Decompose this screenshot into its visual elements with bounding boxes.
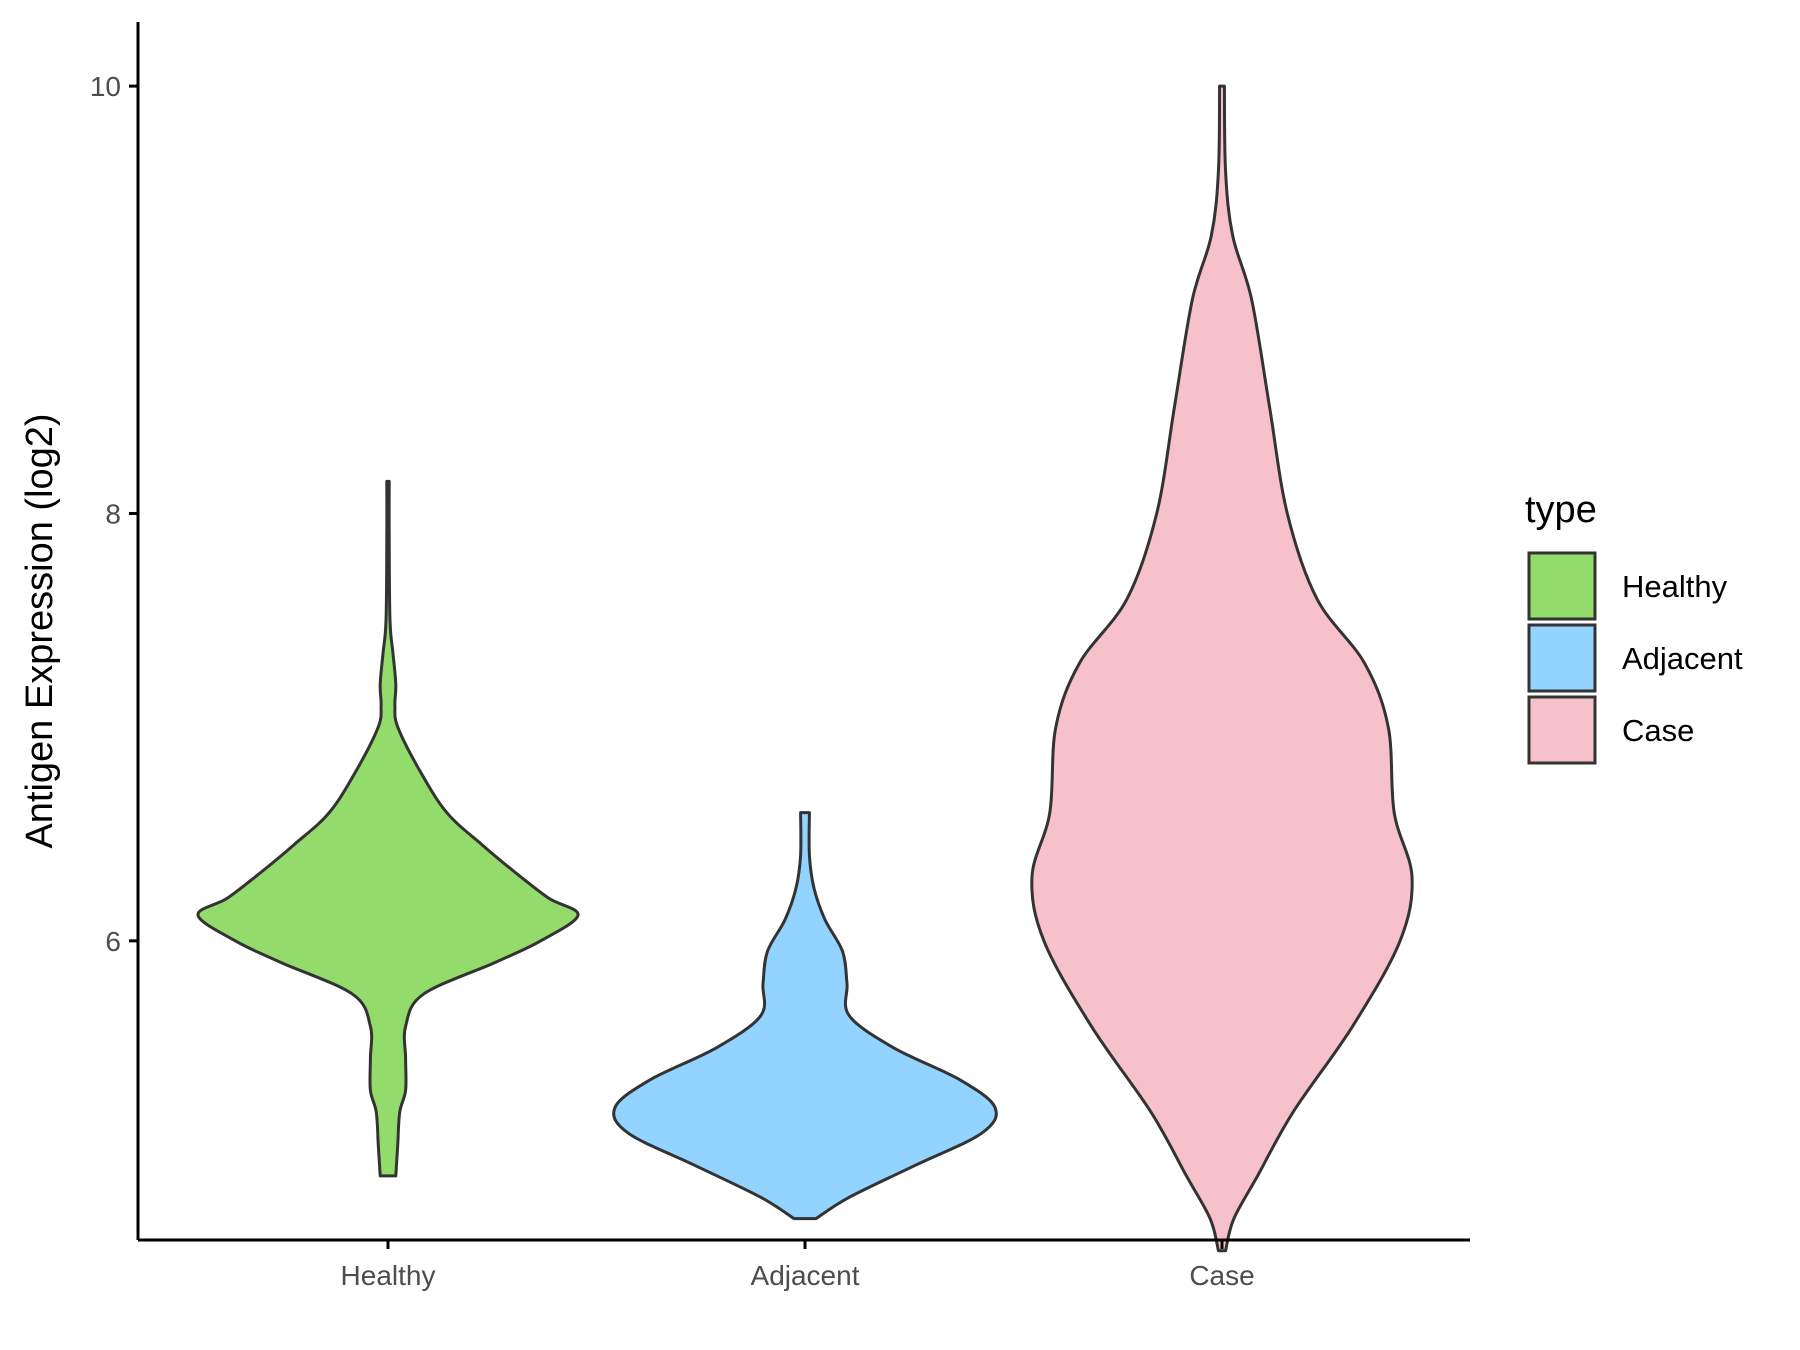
legend: type Healthy Adjacent Case xyxy=(1525,489,1743,765)
legend-title: type xyxy=(1525,489,1597,531)
legend-label-case: Case xyxy=(1622,713,1694,748)
legend-swatch-case xyxy=(1527,695,1597,765)
y-ticks: 6 8 10 xyxy=(90,71,138,957)
x-tick-label: Healthy xyxy=(341,1260,436,1291)
axes: 6 8 10 Healthy Adjacent Case Antigen Express… xyxy=(19,22,1470,1291)
y-tick-label: 6 xyxy=(105,926,121,957)
violin-adjacent xyxy=(612,811,998,1221)
x-ticks: Healthy Adjacent Case xyxy=(341,1240,1255,1291)
violin-case xyxy=(1030,84,1414,1253)
y-axis-title: Antigen Expression (log2) xyxy=(19,413,61,848)
x-tick-label: Case xyxy=(1189,1260,1254,1291)
y-tick-label: 8 xyxy=(105,498,121,529)
legend-swatch-healthy xyxy=(1527,551,1597,621)
y-tick-label: 10 xyxy=(90,71,121,102)
violin-healthy xyxy=(196,479,580,1178)
legend-label-healthy: Healthy xyxy=(1622,569,1728,604)
violin-layer xyxy=(196,84,1414,1253)
legend-items: Healthy Adjacent Case xyxy=(1527,551,1743,765)
legend-swatch-adjacent xyxy=(1527,623,1597,693)
x-tick-label: Adjacent xyxy=(751,1260,860,1291)
legend-label-adjacent: Adjacent xyxy=(1622,641,1743,676)
